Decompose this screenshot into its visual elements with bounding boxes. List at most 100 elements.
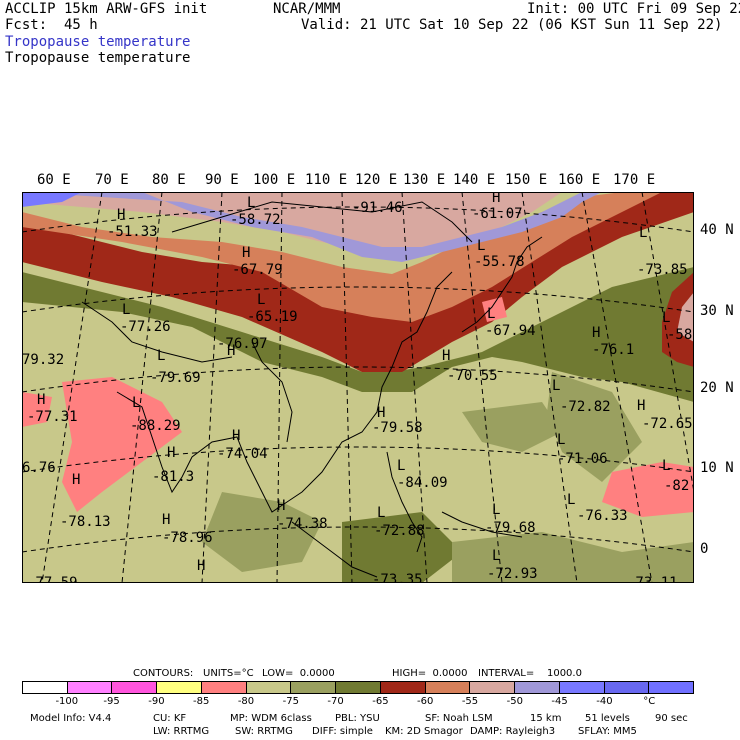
init-time: Init: 00 UTC Fri 09 Sep 22 — [527, 1, 740, 17]
pressure-marker: L — [487, 306, 495, 322]
grid-spacing: 15 km — [530, 713, 562, 724]
tropopause-map: H -51.33 L -58.72 -91.46 H -61.07 H -67.… — [22, 192, 694, 583]
lon-label: 110 E — [305, 172, 348, 188]
coastlines — [81, 201, 543, 578]
contour-value: -78.96 — [162, 530, 213, 546]
salmon-patch — [602, 462, 694, 517]
pressure-marker: L — [397, 458, 405, 474]
lat-label: 20 N — [700, 380, 734, 396]
contour-value: -79.69 — [150, 370, 201, 386]
blue-corner — [22, 192, 82, 207]
vertical-levels: 51 levels — [585, 713, 630, 724]
colorbar-label: -70 — [327, 696, 344, 707]
contour-value: -76.33 — [577, 508, 628, 524]
time-step: 90 sec — [655, 713, 688, 724]
lon-label: 120 E — [355, 172, 398, 188]
units-label: UNITS=°C — [203, 668, 254, 679]
colorbar-label: -85 — [193, 696, 210, 707]
microphysics-scheme: MP: WDM 6class — [230, 713, 312, 724]
longwave-scheme: LW: RRTMG — [153, 726, 210, 737]
lon-label: 150 E — [505, 172, 548, 188]
colorbar-label: -50 — [506, 696, 523, 707]
high-label: HIGH= 0.0000 — [392, 668, 468, 679]
colorbar-swatch — [470, 682, 516, 693]
contour-value: -74.04 — [217, 446, 268, 462]
pressure-marker: H — [277, 498, 285, 514]
colorbar-swatch — [23, 682, 68, 693]
salmon-patch — [62, 377, 182, 512]
lon-label: 80 E — [152, 172, 186, 188]
contour-value: -72.93 — [487, 566, 538, 582]
colorbar-swatch — [515, 682, 560, 693]
colorbar-swatch — [604, 682, 650, 693]
pressure-marker: L — [157, 348, 165, 364]
contour-value: -67.79 — [232, 262, 283, 278]
colorbar-label: -100 — [55, 696, 79, 707]
colorbar-swatch — [157, 682, 202, 693]
pressure-marker: L — [132, 395, 140, 411]
colorbar-swatch — [67, 682, 113, 693]
contour-value: -77.26 — [120, 319, 171, 335]
pressure-marker: H — [592, 325, 600, 341]
model-title: ACCLIP 15km ARW-GFS init — [5, 1, 208, 17]
contour-value: -51.33 — [107, 224, 158, 240]
lon-label: 100 E — [253, 172, 296, 188]
shortwave-scheme: SW: RRTMG — [235, 726, 293, 737]
km-option: KM: 2D Smagor — [385, 726, 463, 737]
contour-value: -81.3 — [152, 469, 194, 485]
low-label: LOW= 0.0000 — [262, 668, 335, 679]
contour-value: -88.29 — [130, 418, 181, 434]
lavender-band — [22, 192, 602, 262]
field-title-contour: Tropopause temperature — [5, 50, 191, 66]
lon-label: 160 E — [558, 172, 601, 188]
pbl-scheme: PBL: YSU — [335, 713, 380, 724]
lon-label: 170 E — [613, 172, 656, 188]
olive-patch — [462, 402, 562, 452]
contour-value: -76.97 — [217, 336, 268, 352]
surface-scheme: SF: Noah LSM — [425, 713, 493, 724]
lat-label: 30 N — [700, 303, 734, 319]
salmon-patch — [22, 392, 52, 427]
lat-label: 0 — [700, 541, 709, 557]
right-red-blob — [662, 272, 694, 367]
lon-label: 70 E — [95, 172, 129, 188]
pressure-marker: L — [492, 502, 500, 518]
contour-value: -55.78 — [474, 254, 525, 270]
colorbar-label: -45 — [551, 696, 568, 707]
contour-value: -65.19 — [247, 309, 298, 325]
colorbar-label: -40 — [596, 696, 613, 707]
colorbar-swatch — [649, 682, 694, 693]
pressure-marker: H — [72, 472, 80, 488]
pressure-marker: L — [639, 225, 647, 241]
colorbar-swatch — [246, 682, 292, 693]
contour-value: -79.58 — [372, 420, 423, 436]
salmon-patch — [482, 297, 507, 322]
pressure-marker: H — [37, 392, 45, 408]
surface-layer-scheme: SFLAY: MM5 — [578, 726, 637, 737]
cumulus-scheme: CU: KF — [153, 713, 187, 724]
graticule — [22, 192, 694, 583]
colorbar-label: -55 — [461, 696, 479, 707]
colorbar-label: -60 — [417, 696, 434, 707]
lon-label: 60 E — [37, 172, 71, 188]
valid-time: Valid: 21 UTC Sat 10 Sep 22 (06 KST Sun … — [301, 17, 723, 33]
contour-value: -73.35 — [372, 572, 423, 583]
contour-value: -84.09 — [397, 475, 448, 491]
pressure-marker: H — [117, 207, 125, 223]
diffusion-option: DIFF: simple — [312, 726, 373, 737]
pressure-marker: L — [377, 505, 385, 521]
lon-label: 130 E — [403, 172, 446, 188]
contour-value: -58.72 — [230, 212, 281, 228]
contour-value: -91.46 — [352, 200, 403, 216]
contour-value: -72.65 — [642, 416, 693, 432]
dark-olive-band — [22, 267, 694, 402]
colorbar-label: -75 — [282, 696, 299, 707]
pressure-marker: L — [662, 310, 670, 326]
right-pink-blob — [677, 292, 694, 342]
lat-label: 10 N — [700, 460, 734, 476]
contour-value: -72.82 — [560, 399, 611, 415]
colorbar-swatch — [291, 682, 337, 693]
contour-value: -74.38 — [277, 516, 328, 532]
orange-band — [22, 192, 662, 322]
pressure-marker: L — [662, 458, 670, 474]
